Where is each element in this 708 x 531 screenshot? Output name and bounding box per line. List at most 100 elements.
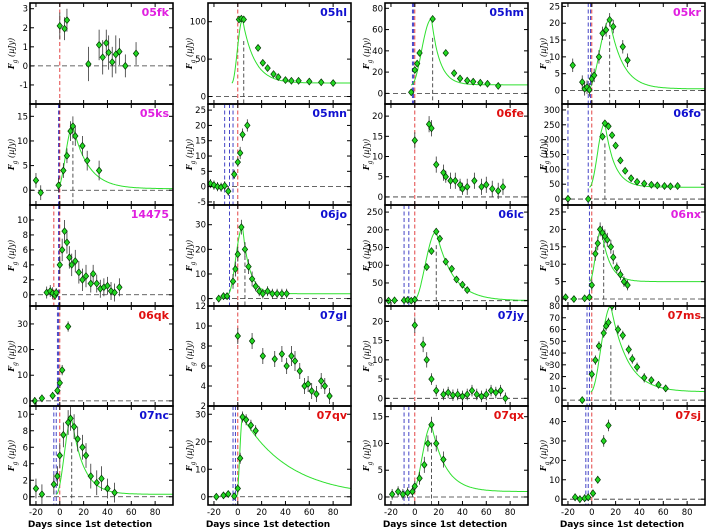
panel-10-point-7 <box>238 223 245 232</box>
panel-16-point-15 <box>648 376 655 385</box>
panel-19-point-6 <box>411 482 418 491</box>
panel-6-ytick-label-5: 15 <box>195 137 206 147</box>
panel-14-point-12 <box>308 387 315 395</box>
panel-06fo: 0 50 100 150 200 250 300 Fg (µJy) 06fo <box>538 103 706 206</box>
panel-17-ytick-label-1: 0 <box>23 493 28 503</box>
panel-15-ytick-label-4: 15 <box>372 337 383 347</box>
panel-10-point-8 <box>241 245 249 254</box>
panel-18-ytick-label-2: 10 <box>195 465 206 475</box>
panel-9-point-6 <box>56 260 63 269</box>
panel-9-point-18 <box>93 279 100 288</box>
panel-5-point-4 <box>60 166 67 175</box>
panel-19-ylabel-unit: (µJy) <box>362 440 371 462</box>
panel-10-point-11 <box>252 282 259 291</box>
panel-14475: 0 2 4 6 8 10 Fg (µJy) 14475 <box>6 204 174 307</box>
panel-9-ylabel-unit: (µJy) <box>7 240 16 262</box>
panel-9-ylabel: Fg (µJy) <box>6 240 19 272</box>
panel-11-ylabel-sub: g <box>367 261 374 265</box>
panel-9-point-9 <box>63 238 71 247</box>
panel-15-point-15 <box>483 390 490 399</box>
panel-7-point-7 <box>447 176 454 185</box>
panel-9-ytick-label-5: 8 <box>23 231 28 241</box>
panel-7-point-1 <box>411 136 418 145</box>
panel-7-ylabel-sub: g <box>367 160 374 164</box>
panel-15-point-7 <box>444 388 452 397</box>
panel-15-point-10 <box>459 392 466 401</box>
panel-14-point-3 <box>259 352 266 360</box>
panel-9-ylabel-symbol: F <box>6 264 16 272</box>
panel-14-point-16 <box>326 392 333 400</box>
panel-18-point-7 <box>239 413 246 421</box>
panel-4-title: 05kr <box>673 6 702 19</box>
panel-17-xtick-label-1: -20 <box>29 508 43 518</box>
panel-20-ylabel-unit: (µJy) <box>539 440 548 462</box>
panel-06fe: 0 5 10 15 20 Fg (µJy) 06fe <box>361 103 529 206</box>
panel-13-ytick-label-1: 0 <box>23 397 28 407</box>
panel-3-point-7 <box>450 69 458 78</box>
panel-15-point-16 <box>487 386 495 395</box>
panel-16-ytick-label-2: 10 <box>549 384 560 394</box>
panel-8-point-17 <box>674 182 681 190</box>
panel-17-xtick-label-4: 40 <box>102 508 113 518</box>
panel-15-point-11 <box>464 390 471 399</box>
panel-13-ytick-label-2: 10 <box>17 371 28 381</box>
panel-19-xtick-label-4: 40 <box>457 508 468 518</box>
panel-6-ylabel-unit: (µJy) <box>185 139 194 161</box>
panel-18-point-9 <box>247 421 255 430</box>
panel-8-point-6 <box>608 131 616 140</box>
panel-14-point-13 <box>313 390 320 398</box>
panel-8-ytick-label-4: 150 <box>544 151 560 161</box>
panel-17-ylabel: Fg (µJy) <box>6 440 19 472</box>
panel-06lc: 0 50 100 150 200 250 Fg (µJy) 06lc <box>361 204 529 307</box>
panel-13-ylabel-unit: (µJy) <box>7 340 16 362</box>
panel-7-title: 06fe <box>496 107 524 120</box>
panel-3-point-9 <box>464 76 471 85</box>
panel-9-ylabel-sub: g <box>12 261 19 265</box>
panel-12-ytick-label-4: 15 <box>549 243 560 253</box>
panel-9-point-17 <box>89 269 97 278</box>
panel-15-ytick-label-1: 0 <box>378 394 383 404</box>
panel-8-point-7 <box>612 141 619 150</box>
panel-18-ylabel-unit: (µJy) <box>185 440 194 462</box>
panel-15-point-14 <box>478 392 485 401</box>
panel-12-ylabel-symbol: F <box>538 264 548 272</box>
panel-4-point-14 <box>624 56 631 65</box>
panel-8-point-2 <box>585 195 592 204</box>
panel-19-ylabel: Fg (µJy) <box>361 440 374 472</box>
panel-8-point-13 <box>648 180 655 189</box>
panel-12-point-14 <box>613 263 620 272</box>
panel-12-title: 06nx <box>671 208 701 221</box>
panel-8-ytick-label-3: 100 <box>544 165 560 175</box>
panel-1-ytick-label-2: 0 <box>23 62 28 72</box>
panel-4-ytick-label-5: 20 <box>549 19 560 29</box>
panel-10-point-18 <box>283 289 290 298</box>
panel-8-ylabel-unit: (µJy) <box>539 139 548 161</box>
panel-12-point-13 <box>610 253 617 262</box>
panel-17-xtick-label-3: 20 <box>78 508 89 518</box>
panel-12-point-1 <box>562 293 569 302</box>
panel-17-frame <box>29 405 174 506</box>
panel-17-ylabel-unit: (µJy) <box>7 440 16 462</box>
panel-6-ytick-label-7: 25 <box>195 106 206 116</box>
panel-20-ylabel-sub: g <box>544 461 551 465</box>
panel-2-point-3 <box>240 15 247 24</box>
panel-9-point-23 <box>111 288 118 297</box>
panel-18-point-5 <box>234 484 241 493</box>
panel-6-title: 05mn <box>312 107 347 120</box>
panel-7-ylabel-symbol: F <box>361 163 371 171</box>
panel-6-point-10 <box>239 130 246 139</box>
panel-1-point-9 <box>109 58 116 67</box>
panel-8-point-12 <box>641 179 648 188</box>
panel-1-ytick-label-5: 3 <box>23 5 28 15</box>
panel-19-xtick-label-3: 20 <box>433 508 444 518</box>
panel-11-ytick-label-6: 250 <box>367 208 383 218</box>
panel-12-point-17 <box>624 281 631 290</box>
panel-18-xtick-label-4: 40 <box>280 508 291 518</box>
panel-19-ytick-label-3: 10 <box>372 439 383 449</box>
panel-2-ytick-label-1: 0 <box>201 93 206 103</box>
panel-7-ylabel: Fg (µJy) <box>361 139 374 171</box>
panel-3-title: 05hm <box>489 6 524 19</box>
panel-19-point-4 <box>404 488 411 497</box>
panel-5-point-6 <box>67 127 74 136</box>
panel-16-point-13 <box>633 363 641 372</box>
